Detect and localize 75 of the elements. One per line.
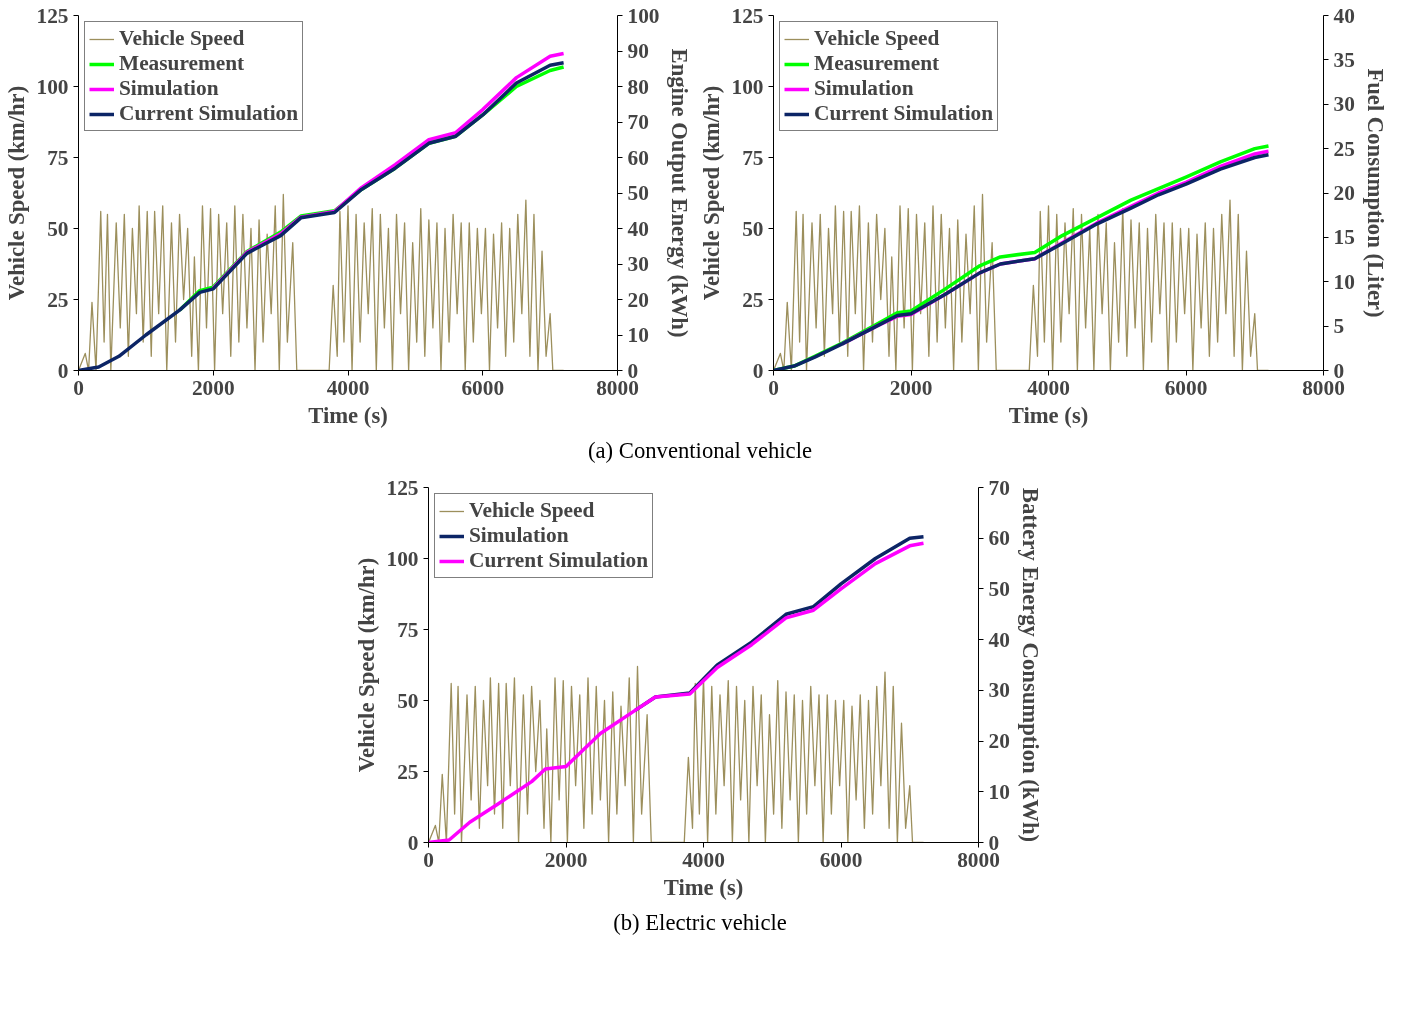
legend-label: Current Simulation <box>469 548 649 573</box>
y-tick-label: 50 <box>742 216 764 241</box>
y2-tick-label: 20 <box>627 287 649 312</box>
y-axis-title: Vehicle Speed (km/hr) <box>353 557 379 773</box>
y-tick-label: 75 <box>47 145 69 170</box>
y2-tick-label: 5 <box>1333 314 1345 339</box>
y2-tick-label: 70 <box>988 475 1010 500</box>
y2-tick-label: 80 <box>627 74 649 99</box>
y2-axis-title: Engine Output Energy (kWh) <box>667 48 693 338</box>
y-tick-label: 0 <box>57 358 69 383</box>
y-tick-label: 100 <box>36 74 69 99</box>
y-tick-label: 75 <box>742 145 764 170</box>
x-tick-label: 4000 <box>326 375 370 400</box>
y-axis-title: Vehicle Speed (km/hr) <box>3 85 29 301</box>
y2-tick-label: 40 <box>1333 3 1355 28</box>
legend-label: Simulation <box>119 76 219 101</box>
legend-label: Vehicle Speed <box>469 498 595 523</box>
x-tick-label: 4000 <box>682 847 725 872</box>
y2-tick-label: 35 <box>1333 47 1355 72</box>
x-tick-label: 4000 <box>1027 375 1070 400</box>
y2-tick-label: 60 <box>988 526 1010 551</box>
y2-tick-label: 70 <box>627 110 649 134</box>
x-tick-label: 6000 <box>819 847 863 872</box>
x-tick-label: 2000 <box>544 847 588 872</box>
y2-tick-label: 30 <box>988 678 1010 703</box>
y2-tick-label: 10 <box>988 779 1010 804</box>
y2-tick-label: 20 <box>1333 181 1355 205</box>
y-tick-label: 50 <box>47 216 69 241</box>
x-axis-title: Time (s) <box>663 874 744 900</box>
y2-tick-label: 10 <box>1333 269 1355 294</box>
y-tick-label: 125 <box>386 475 419 500</box>
y-tick-label: 25 <box>397 759 419 784</box>
legend-label: Current Simulation <box>814 101 994 126</box>
legend-label: Measurement <box>814 51 940 76</box>
x-tick-label: 2000 <box>889 375 933 400</box>
y2-tick-label: 15 <box>1333 225 1355 250</box>
y2-tick-label: 20 <box>988 729 1010 754</box>
y-tick-label: 125 <box>36 3 69 28</box>
text: (a) Conventional vehicle <box>587 437 813 465</box>
y2-tick-label: 25 <box>1333 136 1355 161</box>
y-tick-label: 25 <box>47 287 69 312</box>
y2-tick-label: 50 <box>988 576 1010 601</box>
y2-tick-label: 40 <box>627 216 649 241</box>
y-tick-label: 75 <box>397 617 419 642</box>
y-tick-label: 0 <box>752 358 764 383</box>
y-tick-label: 125 <box>731 3 764 28</box>
y2-tick-label: 30 <box>1333 92 1355 117</box>
x-tick-label: 2000 <box>191 375 235 400</box>
legend-label: Vehicle Speed <box>814 26 940 51</box>
y-tick-label: 0 <box>407 830 419 855</box>
legend-label: Simulation <box>469 523 569 548</box>
y2-tick-label: 100 <box>627 3 660 28</box>
x-axis-title: Time (s) <box>308 402 388 428</box>
y2-tick-label: 40 <box>988 627 1010 652</box>
y-tick-label: 50 <box>397 688 419 713</box>
y2-tick-label: 30 <box>627 252 649 276</box>
y2-tick-label: 10 <box>627 323 649 347</box>
y2-tick-label: 90 <box>627 39 649 63</box>
line-series <box>428 541 926 843</box>
y2-axis-title: Fuel Consumption (Liter) <box>1362 68 1388 318</box>
legend-label: Simulation <box>814 76 914 101</box>
x-tick-label: 6000 <box>1164 375 1208 400</box>
x-tick-label: 6000 <box>461 375 505 400</box>
x-axis-title: Time (s) <box>1008 402 1089 428</box>
legend-label: Current Simulation <box>119 101 299 126</box>
y2-axis-title: Battery Energy Consumption (kWh) <box>1017 487 1043 843</box>
legend-label: Measurement <box>119 51 245 76</box>
y2-tick-label: 50 <box>627 181 649 205</box>
y-tick-label: 25 <box>742 287 764 312</box>
legend-label: Vehicle Speed <box>119 26 245 51</box>
y-tick-label: 100 <box>386 546 419 571</box>
text: (b) Electric vehicle <box>612 909 788 937</box>
y-axis-title: Vehicle Speed (km/hr) <box>698 85 724 301</box>
y2-tick-label: 60 <box>627 145 649 170</box>
y-tick-label: 100 <box>731 74 764 99</box>
